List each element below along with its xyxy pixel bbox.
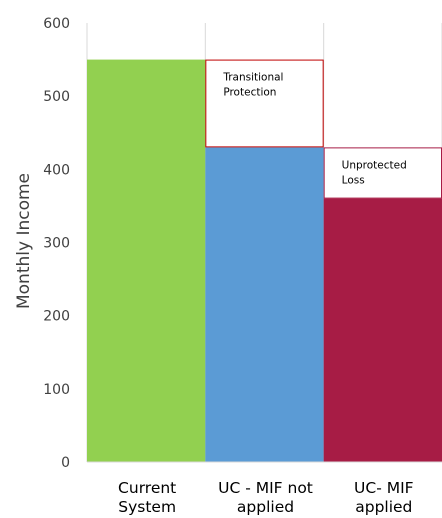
- x-tick-label: Current System: [118, 479, 176, 516]
- annotation-box: [323, 147, 442, 199]
- y-axis-label: Monthly Income: [14, 173, 34, 309]
- y-tick-label: 300: [43, 236, 70, 252]
- annotation-box: [205, 59, 324, 148]
- y-tick-label: 400: [43, 162, 70, 178]
- y-tick-label: 0: [61, 455, 70, 471]
- y-tick-label: 600: [43, 16, 70, 32]
- x-tick-label: UC - MIF not applied: [218, 479, 313, 516]
- annotations: Transitional Protection Unprotected Loss: [205, 59, 442, 199]
- annotation-label: Transitional Protection: [222, 72, 283, 99]
- y-tick-label: 100: [43, 382, 70, 398]
- y-tick-label: 500: [43, 89, 70, 105]
- bar: [205, 147, 324, 462]
- x-tick-label: UC- MIF applied: [354, 479, 414, 516]
- annotation-label: Unprotected Loss: [342, 159, 407, 186]
- bar: [87, 59, 206, 462]
- y-tick-labels: 0 100 200 300 400 500 600: [43, 16, 70, 471]
- y-tick-label: 200: [43, 309, 70, 325]
- bar: [323, 198, 442, 462]
- x-tick-labels: Current System UC - MIF not applied UC- MIF a…: [118, 479, 414, 516]
- bars: [87, 59, 442, 462]
